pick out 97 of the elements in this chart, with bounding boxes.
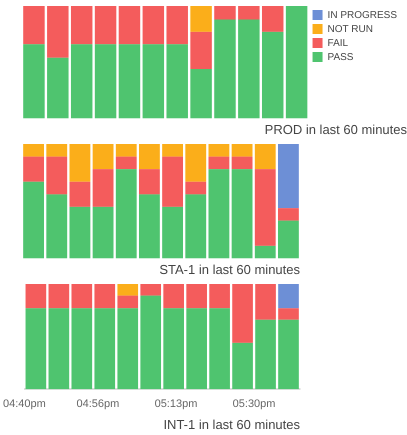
bar — [46, 144, 68, 157]
bar — [254, 144, 276, 170]
bar — [190, 6, 212, 32]
legend-label: NOT RUN — [328, 24, 373, 35]
bar — [238, 6, 260, 20]
bar — [232, 284, 253, 343]
bar — [23, 156, 44, 182]
bar — [138, 194, 160, 258]
bar — [214, 19, 236, 118]
bar — [232, 156, 253, 170]
bar — [116, 156, 137, 170]
bar — [94, 284, 116, 308]
bar — [26, 308, 46, 390]
bar — [138, 169, 160, 194]
bar — [69, 206, 90, 258]
bar — [48, 308, 70, 390]
bar — [23, 182, 44, 258]
bar — [186, 308, 207, 390]
bar — [278, 220, 299, 258]
bar — [71, 284, 92, 308]
bar — [23, 144, 44, 157]
bar — [278, 308, 299, 320]
bar — [23, 6, 45, 44]
bar — [162, 206, 184, 258]
bar — [71, 308, 92, 390]
bar — [94, 44, 116, 118]
bar — [190, 32, 212, 69]
bar — [278, 208, 299, 221]
text: INT-1 in last 60 minutes — [163, 416, 300, 432]
bar — [262, 6, 284, 32]
bar — [118, 44, 140, 118]
bar — [166, 6, 188, 44]
bar — [262, 32, 284, 118]
bar — [278, 320, 299, 390]
bar — [117, 308, 138, 390]
bar — [142, 6, 164, 44]
x-tick-label: 04:40pm — [3, 398, 46, 410]
bar — [46, 194, 68, 258]
x-tick-label: 05:13pm — [154, 398, 198, 410]
bar — [162, 156, 184, 207]
bar — [47, 58, 69, 118]
bar — [46, 156, 68, 194]
bar — [26, 284, 46, 308]
bar — [94, 6, 116, 44]
bar — [186, 284, 207, 308]
bar — [278, 144, 299, 208]
bar — [232, 144, 253, 157]
bar — [69, 182, 90, 207]
bar — [92, 169, 114, 207]
bar — [47, 6, 69, 58]
bar — [48, 284, 70, 308]
bar — [238, 19, 260, 118]
bar — [140, 296, 162, 390]
bar — [208, 144, 230, 157]
bar — [232, 342, 253, 390]
x-tick-label: 05:30pm — [232, 398, 276, 410]
bar — [140, 284, 162, 296]
bar — [286, 6, 308, 118]
bar — [92, 206, 114, 258]
bar — [163, 284, 184, 308]
bar — [190, 68, 212, 118]
bar — [94, 308, 116, 390]
bar — [255, 320, 276, 390]
x-tick-label: 04:56pm — [76, 398, 120, 410]
bar — [166, 44, 188, 118]
bar — [162, 144, 184, 157]
bar — [138, 144, 160, 170]
bar — [117, 284, 138, 296]
bar — [116, 144, 137, 157]
bar — [255, 284, 276, 320]
bar — [185, 144, 206, 182]
bar — [163, 308, 184, 390]
bar — [214, 6, 236, 20]
bar — [116, 169, 137, 258]
bar — [208, 156, 230, 170]
bar — [254, 169, 276, 246]
bar — [185, 182, 206, 194]
bar — [70, 6, 92, 44]
bar — [118, 6, 140, 44]
legend-label: FAIL — [328, 38, 349, 49]
legend-label: PASS — [328, 52, 354, 63]
bar — [117, 296, 138, 308]
legend-label: IN PROGRESS — [328, 10, 398, 21]
bar — [23, 44, 45, 118]
text: STA-1 in last 60 minutes — [159, 262, 300, 277]
bar — [232, 169, 253, 258]
bar — [70, 44, 92, 118]
bar — [142, 44, 164, 118]
bar — [208, 169, 230, 258]
bar — [209, 284, 230, 308]
text: PROD in last 60 minutes — [264, 122, 407, 137]
bar — [209, 308, 230, 390]
bar — [185, 194, 206, 258]
bar — [278, 284, 299, 308]
bar — [69, 144, 90, 182]
bar — [254, 246, 276, 258]
bar — [92, 144, 114, 170]
